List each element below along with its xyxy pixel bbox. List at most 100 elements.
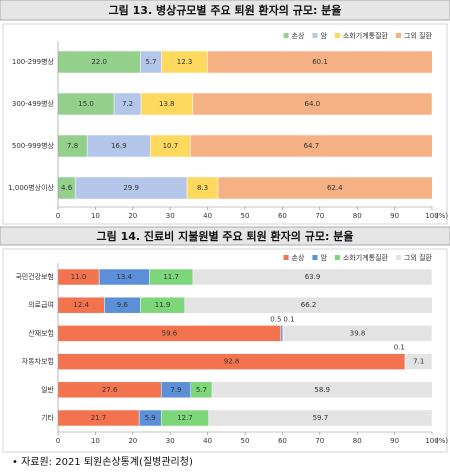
value-label: 21.7: [91, 414, 107, 422]
x-tick-label: 70: [315, 212, 324, 220]
x-tick-label: 10: [91, 212, 100, 220]
value-label: 60.1: [312, 58, 328, 66]
x-axis-label: (%): [436, 212, 448, 220]
value-label: 7.2: [122, 100, 133, 108]
legend-label: 손상: [292, 253, 305, 262]
value-label: 12.4: [73, 301, 89, 309]
legend-swatch: [312, 33, 318, 38]
value-label: 10.7: [163, 142, 179, 150]
x-tick-label: 70: [315, 437, 324, 445]
legend-label: 소화기계통질환: [343, 253, 389, 262]
x-tick-label: 0: [56, 212, 60, 220]
y-tick-label: 100-299병상: [12, 57, 55, 66]
bar-segment: [405, 353, 432, 370]
bar-segment: [211, 381, 432, 399]
value-label: 7.9: [170, 386, 181, 394]
value-label: 5.7: [196, 386, 207, 394]
y-tick-label: 300-499병상: [12, 99, 55, 108]
value-label: 0.5: [270, 315, 281, 323]
x-tick-label: 80: [353, 437, 362, 445]
value-label: 8.3: [197, 184, 208, 192]
x-tick-label: 10: [91, 437, 100, 445]
value-label: 22.0: [91, 58, 107, 66]
legend-swatch: [283, 33, 289, 38]
value-label: 92.8: [224, 358, 240, 366]
x-tick-label: 30: [166, 437, 175, 445]
plot: [58, 50, 432, 200]
legend-label: 소화기계통질환: [343, 31, 389, 40]
x-tick-label: 60: [278, 212, 287, 220]
y-tick-label: 의료급여: [28, 300, 54, 309]
plot: [58, 268, 432, 427]
bar-segment: [192, 92, 432, 116]
value-label: 58.9: [314, 386, 330, 394]
value-label: 27.6: [102, 386, 118, 394]
x-tick-label: 90: [390, 437, 399, 445]
source-note: • 자료원: 2021 퇴원손상통계(질병관리청): [12, 456, 193, 468]
bar-segment: [280, 325, 284, 342]
value-label: 59.6: [162, 329, 178, 337]
value-label: 5.9: [145, 414, 156, 422]
x-tick-label: 0: [56, 437, 60, 445]
y-tick-label: 자동차보험: [22, 357, 54, 366]
chart-title: 그림 14. 진료비 지불원별 주요 퇴원 환자의 규모: 분율: [97, 229, 354, 243]
legend-label: 암: [320, 32, 327, 40]
value-label: 62.4: [327, 184, 343, 192]
value-label: 16.9: [111, 142, 127, 150]
legend-label: 암: [320, 254, 327, 262]
x-tick-label: 60: [278, 437, 287, 445]
y-tick-label: 산재보험: [28, 328, 54, 337]
x-tick-label: 90: [390, 212, 399, 220]
value-label: 5.7: [145, 58, 156, 66]
value-label: 64.7: [304, 142, 320, 150]
legend-swatch: [312, 255, 318, 260]
x-axis-label: (%): [436, 437, 448, 445]
value-label: 0.1: [394, 344, 405, 352]
x-tick-label: 40: [203, 437, 212, 445]
y-tick-label: 일반: [41, 385, 54, 394]
bar-segment: [190, 134, 432, 158]
value-label: 63.9: [305, 273, 321, 281]
chart-frame: [2, 23, 448, 225]
bar-segment: [184, 296, 432, 314]
x-tick-label: 40: [203, 212, 212, 220]
chart-frame: [2, 248, 448, 453]
value-label: 4.6: [61, 184, 73, 192]
value-label: 15.0: [78, 100, 94, 108]
value-label: 13.4: [116, 273, 132, 281]
y-tick-label: 500-999병상: [12, 141, 55, 150]
legend-swatch: [334, 33, 340, 38]
y-tick-label: 기타: [41, 413, 54, 422]
header-band: [0, 226, 450, 246]
legend-swatch: [396, 255, 401, 260]
value-label: 7.8: [67, 142, 78, 150]
value-label: 0.1: [283, 315, 294, 323]
value-label: 12.3: [177, 58, 193, 66]
y-tick-label: 국민건강보험: [15, 272, 54, 281]
value-label: 11.7: [163, 273, 179, 281]
y-tick-label: 1,000병상이상: [8, 183, 54, 192]
legend-swatch: [283, 255, 289, 260]
bar-segment: [192, 268, 432, 286]
value-label: 9.6: [117, 301, 129, 309]
legend-swatch: [334, 255, 340, 260]
x-tick-label: 20: [128, 212, 137, 220]
value-label: 39.8: [350, 329, 366, 337]
x-tick-label: 50: [241, 437, 250, 445]
chart-title: 그림 13. 병상규모별 주요 퇴원 환자의 규모: 분율: [109, 3, 342, 17]
value-label: 64.0: [305, 100, 321, 108]
x-tick-label: 30: [166, 212, 175, 220]
bar-segment: [207, 50, 432, 74]
value-label: 29.9: [123, 184, 139, 192]
bar-segment: [217, 176, 432, 200]
x-tick-label: 100: [425, 212, 438, 220]
x-tick-label: 50: [241, 212, 250, 220]
value-label: 7.1: [413, 358, 424, 366]
legend-label: 손상: [292, 31, 305, 40]
x-tick-label: 20: [128, 437, 137, 445]
bar-segment: [282, 325, 432, 342]
x-tick-label: 100: [425, 437, 438, 445]
x-tick-label: 80: [353, 212, 362, 220]
legend-label: 그외 질환: [404, 31, 433, 40]
